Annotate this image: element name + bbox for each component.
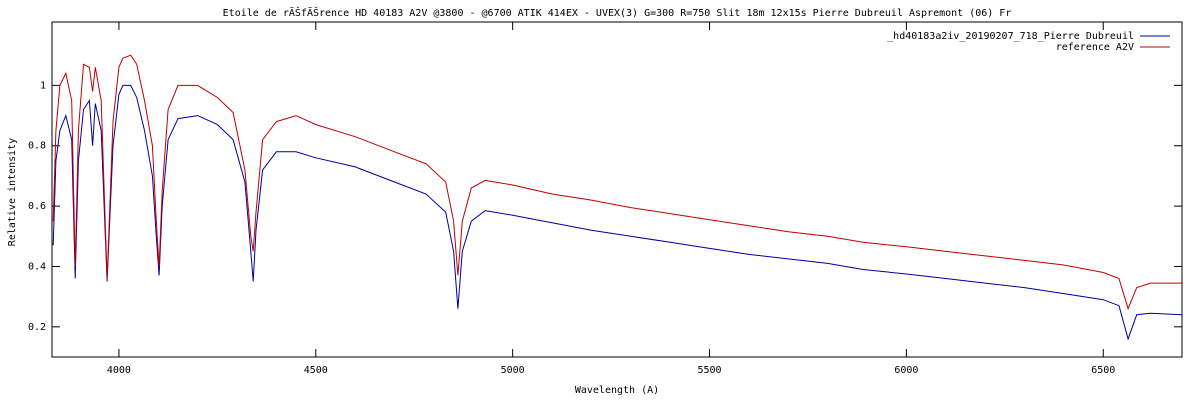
x-tick-label: 6500: [1091, 365, 1115, 376]
series-line: [52, 54, 1182, 311]
y-tick-label: 0.8: [28, 141, 46, 152]
y-tick-label: 0.4: [28, 261, 46, 272]
y-tick-label: 0.2: [28, 322, 46, 333]
x-tick-label: 5000: [501, 365, 525, 376]
series-line: [52, 84, 1183, 341]
chart-title: Etoile de rÃŠfÃŠrence HD 40183 A2V @3800…: [223, 6, 1012, 19]
legend-label: _hd40183a2iv_20190207_718_Pierre Dubreui…: [887, 31, 1134, 42]
x-tick-label: 5500: [697, 365, 721, 376]
x-axis-label: Wavelength (A): [575, 385, 659, 396]
y-tick-label: 1: [40, 80, 46, 91]
x-tick-label: 4000: [107, 365, 131, 376]
legend-label: reference A2V: [1056, 42, 1134, 53]
y-tick-label: 0.6: [28, 201, 46, 212]
x-tick-label: 4500: [304, 365, 328, 376]
plot-frame: [51, 21, 1183, 358]
y-axis-label: Relative intensity: [7, 138, 18, 246]
x-tick-label: 6000: [894, 365, 918, 376]
